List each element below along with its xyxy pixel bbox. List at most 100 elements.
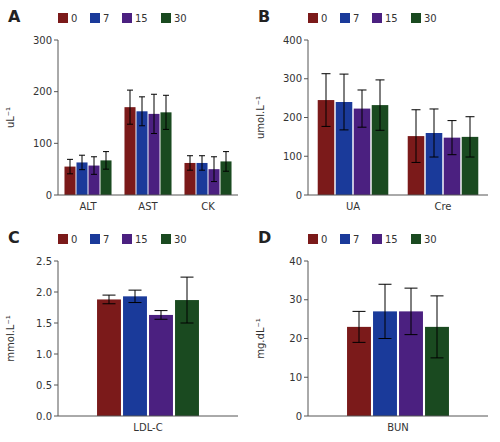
y-tick-label: 300 xyxy=(33,35,52,46)
y-tick-label: 300 xyxy=(283,73,302,84)
error-bar xyxy=(431,296,444,358)
y-tick xyxy=(54,323,58,324)
legend-label: 30 xyxy=(174,234,187,245)
y-tick xyxy=(304,195,308,196)
bar xyxy=(123,296,147,416)
y-axis-line xyxy=(308,40,309,195)
legend: 071530 xyxy=(58,234,187,245)
error-bar xyxy=(163,95,169,129)
legend-label: 7 xyxy=(103,234,109,245)
legend-label: 7 xyxy=(103,13,109,24)
panel: B0100200300400umol.L⁻¹UACre071530 xyxy=(255,7,488,212)
legend-swatch xyxy=(122,13,132,23)
legend-swatch xyxy=(90,234,100,244)
y-axis-label: mg.dL⁻¹ xyxy=(255,318,266,358)
error-bar xyxy=(412,110,421,163)
legend-swatch xyxy=(308,234,318,244)
bar xyxy=(97,299,121,416)
error-bar xyxy=(448,121,457,155)
panel-title: A xyxy=(8,7,21,26)
panel-title: B xyxy=(258,7,270,26)
legend-swatch xyxy=(122,234,132,244)
x-axis-line xyxy=(308,416,488,417)
y-tick-label: 400 xyxy=(283,35,302,46)
panel-title: C xyxy=(8,228,20,247)
y-axis-label: umol.L⁻¹ xyxy=(255,96,266,139)
x-tick-label: AST xyxy=(138,201,158,212)
legend: 071530 xyxy=(308,13,437,24)
plot-marks xyxy=(64,90,231,195)
error-bar xyxy=(79,155,85,169)
x-tick-label: Cre xyxy=(434,201,451,212)
y-tick xyxy=(304,416,308,417)
y-tick xyxy=(304,40,308,41)
y-tick xyxy=(54,195,58,196)
panel: D010203040mg.dL⁻¹BUN071530 xyxy=(255,228,488,433)
x-tick-label: ALT xyxy=(79,201,97,212)
error-bar xyxy=(103,152,109,170)
plot-marks xyxy=(318,74,479,195)
legend-swatch xyxy=(372,13,382,23)
y-tick-label: 2.0 xyxy=(36,287,52,298)
y-tick xyxy=(54,143,58,144)
legend-label: 0 xyxy=(71,13,77,24)
y-tick-label: 0 xyxy=(296,411,302,422)
y-tick-label: 0 xyxy=(296,190,302,201)
y-tick xyxy=(54,416,58,417)
x-tick-label: CK xyxy=(201,201,215,212)
bar xyxy=(149,315,173,416)
y-tick xyxy=(304,78,308,79)
y-tick xyxy=(304,377,308,378)
legend-label: 0 xyxy=(71,234,77,245)
legend-label: 15 xyxy=(385,13,398,24)
error-bar xyxy=(430,109,439,157)
y-tick-label: 100 xyxy=(283,151,302,162)
error-bar xyxy=(127,90,133,124)
y-axis-line xyxy=(58,40,59,195)
x-tick-label: UA xyxy=(346,201,360,212)
y-tick-label: 2.5 xyxy=(36,256,52,267)
y-axis-line xyxy=(308,261,309,416)
error-bar xyxy=(181,277,194,323)
legend-swatch xyxy=(372,234,382,244)
error-bar xyxy=(466,117,475,157)
y-tick xyxy=(54,292,58,293)
legend-swatch xyxy=(340,234,350,244)
error-bar xyxy=(376,80,385,130)
y-tick xyxy=(54,354,58,355)
legend-swatch xyxy=(161,234,171,244)
error-bar xyxy=(358,90,367,127)
error-bar xyxy=(67,159,73,173)
panel: C0.00.51.01.52.02.5mmol.L⁻¹LDL-C071530 xyxy=(5,228,238,433)
error-bar xyxy=(322,74,331,127)
y-tick-label: 0 xyxy=(46,190,52,201)
legend-swatch xyxy=(58,234,68,244)
legend-label: 7 xyxy=(353,13,359,24)
legend-swatch xyxy=(411,13,421,23)
legend-swatch xyxy=(161,13,171,23)
legend-label: 0 xyxy=(321,234,327,245)
plot-marks xyxy=(347,284,449,416)
y-tick xyxy=(54,385,58,386)
legend-swatch xyxy=(90,13,100,23)
x-axis-line xyxy=(58,416,238,417)
legend-swatch xyxy=(58,13,68,23)
plot-marks xyxy=(97,277,199,416)
error-bar xyxy=(379,284,392,338)
error-bar xyxy=(405,288,418,335)
error-bar xyxy=(211,157,217,182)
y-tick-label: 0.0 xyxy=(36,411,52,422)
y-tick xyxy=(54,91,58,92)
legend: 071530 xyxy=(308,234,437,245)
error-bar xyxy=(199,156,205,170)
legend-label: 15 xyxy=(385,234,398,245)
y-tick-label: 10 xyxy=(289,372,302,383)
legend-label: 30 xyxy=(424,234,437,245)
panel: A0100200300uL⁻¹ALTASTCK071530 xyxy=(5,7,238,212)
legend-swatch xyxy=(308,13,318,23)
y-tick xyxy=(304,156,308,157)
y-tick-label: 40 xyxy=(289,256,302,267)
error-bar xyxy=(91,157,97,175)
y-tick-label: 1.5 xyxy=(36,318,52,329)
error-bar xyxy=(187,156,193,170)
